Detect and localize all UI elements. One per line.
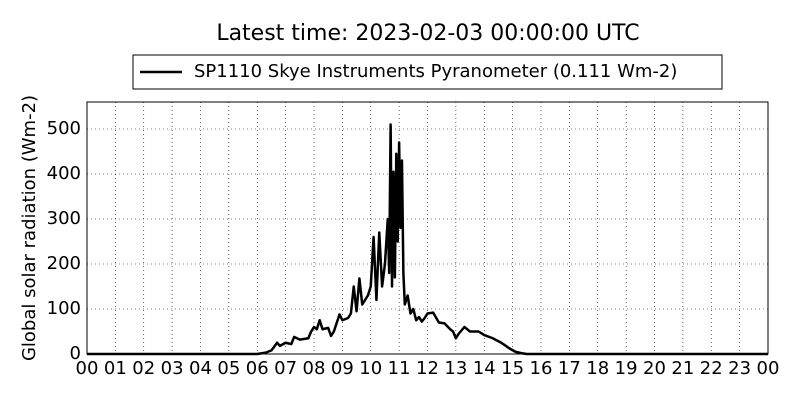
plot-frame (86, 101, 769, 355)
y-tick-label: 200 (47, 253, 81, 274)
x-tick-label: 08 (303, 358, 326, 379)
x-tick-label: 07 (274, 358, 297, 379)
y-tick-label: 100 (47, 298, 81, 319)
y-tick-label: 300 (47, 208, 81, 229)
x-tick-label: 13 (444, 358, 467, 379)
x-tick-label: 21 (671, 358, 694, 379)
x-tick-label: 20 (643, 358, 666, 379)
x-tick-label: 16 (530, 358, 553, 379)
x-tick-label: 00 (757, 358, 780, 379)
x-tick-label: 14 (473, 358, 496, 379)
x-tick-label: 02 (132, 358, 155, 379)
x-tick-label: 00 (76, 358, 99, 379)
x-tick-label: 22 (700, 358, 723, 379)
x-tick-label: 11 (388, 358, 411, 379)
x-tick-label: 09 (331, 358, 354, 379)
x-tick-label: 19 (615, 358, 638, 379)
y-tick-label: 400 (47, 163, 81, 184)
legend-label: SP1110 Skye Instruments Pyranometer (0.1… (194, 61, 677, 82)
data-line (87, 123, 768, 356)
chart-title: Latest time: 2023-02-03 00:00:00 UTC (216, 21, 639, 46)
x-tick-label: 06 (246, 358, 269, 379)
x-tick-label: 17 (558, 358, 581, 379)
x-tick-label: 03 (161, 358, 184, 379)
x-tick-label: 01 (104, 358, 127, 379)
x-tick-label: 10 (359, 358, 382, 379)
legend-box (132, 54, 723, 90)
x-tick-label: 05 (217, 358, 240, 379)
x-tick-label: 15 (501, 358, 524, 379)
y-tick-label: 0 (70, 343, 81, 364)
y-axis-label: Global solar radiation (Wm-2) (19, 95, 40, 361)
x-tick-label: 23 (728, 358, 751, 379)
y-tick-label: 500 (47, 118, 81, 139)
x-tick-label: 12 (416, 358, 439, 379)
x-tick-label: 18 (586, 358, 609, 379)
x-tick-label: 04 (189, 358, 212, 379)
